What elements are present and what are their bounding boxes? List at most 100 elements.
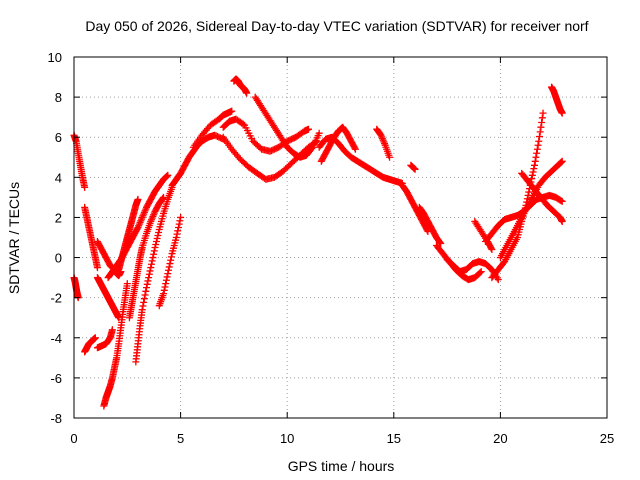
- data-point-interp: [423, 226, 431, 234]
- x-tick-label: 5: [177, 431, 184, 446]
- data-point: [142, 284, 150, 292]
- series-arc-14: [168, 131, 227, 189]
- data-point: [558, 157, 566, 165]
- data-point-interp: [379, 136, 387, 144]
- series-arc-08: [93, 238, 125, 280]
- data-point-interp: [160, 286, 168, 294]
- data-point-interp: [239, 120, 247, 128]
- data-point: [558, 197, 566, 205]
- x-tick-label: 0: [70, 431, 77, 446]
- series-arc-12: [132, 183, 176, 366]
- data-point: [477, 268, 485, 276]
- data-point-interp: [557, 159, 565, 167]
- data-point-interp: [149, 254, 157, 262]
- y-tick-label: -8: [50, 411, 62, 426]
- series-arc-22: [373, 125, 394, 161]
- data-point: [164, 171, 172, 179]
- data-point: [123, 280, 131, 288]
- data-point-interp: [140, 295, 148, 303]
- series-arc-07: [100, 280, 131, 410]
- data-point-interp: [378, 135, 386, 143]
- data-point-interp: [152, 238, 160, 246]
- data-point: [531, 161, 539, 169]
- y-tick-label: 2: [55, 210, 62, 225]
- data-point-interp: [149, 212, 157, 220]
- data-point-interp: [410, 165, 418, 173]
- y-tick-label: -2: [50, 291, 62, 306]
- ticks-layer: 0 5 10 15 20 25 -8 -6 -4 -2 0 2 4 6 8 10: [48, 50, 615, 446]
- data-point-interp: [133, 225, 141, 233]
- data-point-interp: [167, 256, 175, 264]
- data-point-interp: [166, 260, 174, 268]
- series-arc-30: [488, 109, 547, 282]
- data-point: [164, 270, 172, 278]
- data-point-interp: [142, 287, 150, 295]
- data-point: [243, 89, 251, 97]
- data-point: [93, 264, 101, 272]
- data-point-interp: [145, 270, 153, 278]
- series-arc-15: [189, 107, 236, 151]
- data-point-interp: [538, 114, 546, 122]
- series-arc-04: [81, 334, 99, 356]
- data-point-interp: [165, 263, 173, 271]
- y-tick-label: -4: [50, 331, 62, 346]
- data-point: [147, 217, 155, 225]
- data-point-interp: [308, 145, 316, 153]
- data-point-interp: [530, 165, 538, 173]
- data-point-interp: [410, 164, 418, 172]
- series-arc-03: [81, 203, 101, 272]
- data-point: [177, 213, 185, 221]
- data-point-interp: [141, 207, 149, 215]
- data-point: [377, 131, 385, 139]
- y-tick-label: 10: [48, 50, 62, 65]
- series-arc-19: [251, 93, 323, 161]
- data-point-interp: [139, 212, 147, 220]
- data-point-interp: [174, 227, 182, 235]
- y-tick-label: -6: [50, 371, 62, 386]
- data-point: [91, 334, 99, 342]
- data-point-interp: [143, 280, 151, 288]
- data-point-interp: [150, 250, 158, 258]
- data-point: [151, 244, 159, 252]
- data-point-interp: [146, 267, 154, 275]
- data-point: [81, 183, 89, 191]
- x-tick-label: 15: [387, 431, 401, 446]
- data-point-interp: [531, 157, 539, 165]
- data-point-interp: [135, 220, 143, 228]
- data-point-interp: [167, 253, 175, 261]
- data-point-interp: [144, 277, 152, 285]
- series-arc-16: [230, 75, 251, 97]
- data-point: [535, 137, 543, 145]
- chart-title: Day 050 of 2026, Sidereal Day-to-day VTE…: [85, 18, 588, 34]
- data-point-interp: [558, 158, 566, 166]
- data-point-interp: [145, 274, 153, 282]
- data-point-interp: [140, 298, 148, 306]
- data-point-interp: [147, 216, 155, 224]
- data-point-interp: [150, 211, 158, 219]
- series-arc-05: [93, 326, 116, 352]
- data-point-interp: [476, 269, 484, 277]
- data-point-interp: [140, 208, 148, 216]
- series-arc-33: [548, 83, 566, 117]
- data-point-interp: [378, 133, 386, 141]
- data-point-interp: [141, 291, 149, 299]
- data-point: [558, 109, 566, 117]
- data-point-interp: [536, 128, 544, 136]
- data-point-interp: [161, 283, 169, 291]
- data-point-interp: [155, 228, 163, 236]
- data-point: [437, 240, 445, 248]
- data-point-interp: [153, 235, 161, 243]
- y-tick-label: 8: [55, 90, 62, 105]
- data-point-interp: [162, 173, 170, 181]
- data-point-interp: [142, 205, 150, 213]
- data-point: [172, 234, 180, 241]
- data-point-interp: [175, 220, 183, 228]
- data-point-interp: [162, 280, 170, 288]
- data-point-interp: [152, 241, 160, 249]
- data-point-interp: [176, 217, 184, 225]
- series-arc-10: [104, 171, 172, 282]
- data-point-interp: [162, 276, 170, 284]
- data-point-interp: [351, 144, 359, 152]
